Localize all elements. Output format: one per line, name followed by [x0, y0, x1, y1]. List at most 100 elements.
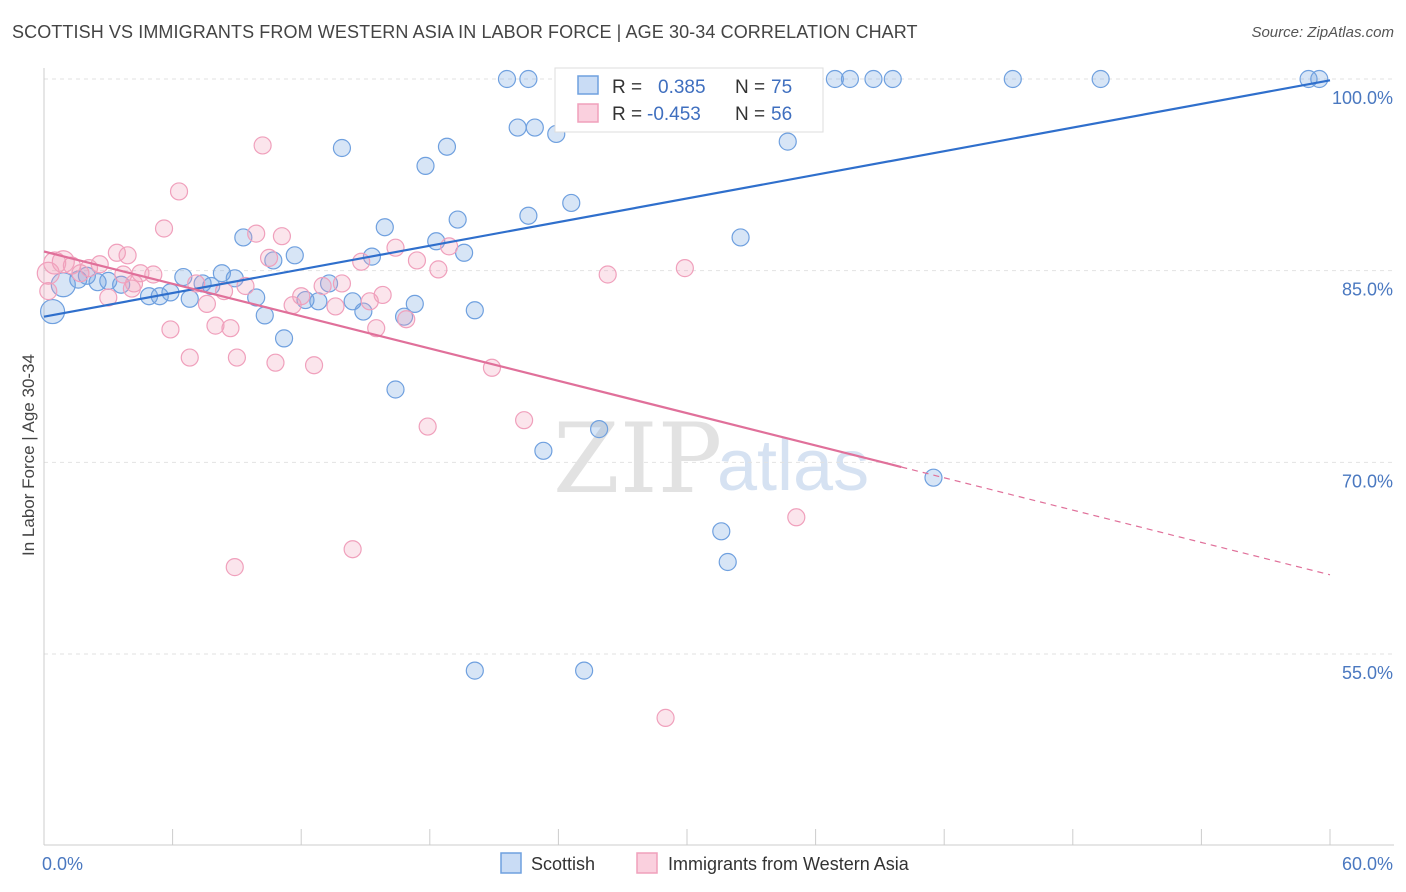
point-scottish — [590, 420, 609, 439]
point-scottish — [1003, 69, 1022, 89]
y-tick-label: 85.0% — [1342, 280, 1393, 300]
point-western-asia — [259, 248, 279, 267]
point-scottish — [437, 137, 457, 156]
point-western-asia — [197, 294, 216, 313]
point-western-asia — [675, 259, 694, 278]
point-western-asia — [227, 348, 246, 367]
point-scottish — [416, 156, 435, 175]
point-western-asia — [51, 250, 75, 274]
stats-swatch-western-asia — [577, 103, 599, 123]
point-western-asia — [313, 276, 332, 296]
point-scottish — [519, 206, 538, 225]
legend: Scottish Immigrants from Western Asia — [500, 852, 910, 874]
point-western-asia — [373, 285, 392, 305]
legend-swatch-western-asia — [636, 852, 658, 874]
stats-box: R = 0.385 N = 75 R = -0.453 N = 56 — [554, 67, 824, 133]
point-western-asia — [332, 274, 352, 293]
point-scottish — [883, 69, 902, 89]
legend-label-western-asia: Immigrants from Western Asia — [668, 854, 910, 874]
point-western-asia — [107, 243, 126, 262]
point-scottish — [309, 292, 328, 311]
source-credit: Source: ZipAtlas.com — [1251, 24, 1394, 41]
point-western-asia — [266, 353, 285, 372]
point-western-asia — [225, 558, 244, 577]
point-scottish — [519, 69, 538, 89]
point-scottish — [274, 329, 294, 348]
point-western-asia — [253, 136, 272, 155]
point-western-asia — [515, 411, 534, 430]
point-western-asia — [71, 264, 90, 283]
point-western-asia — [326, 297, 345, 316]
point-scottish — [731, 228, 750, 247]
stats-n-label-1: N = — [735, 77, 765, 98]
trend-lines — [43, 79, 1331, 576]
trend-line-scottish — [43, 79, 1331, 318]
watermark-atlas: atlas — [717, 426, 869, 506]
point-scottish — [465, 301, 484, 320]
stats-r-value-1: 0.385 — [658, 77, 706, 98]
point-scottish — [405, 294, 424, 313]
stats-n-value-1: 75 — [771, 77, 792, 98]
point-western-asia — [154, 219, 174, 238]
point-scottish — [465, 661, 484, 680]
point-western-asia — [221, 319, 240, 338]
stats-r-label-2: R = — [612, 104, 642, 125]
point-scottish — [332, 138, 352, 158]
point-scottish — [508, 118, 527, 137]
trend-line-western-asia — [43, 250, 902, 469]
point-scottish — [1091, 69, 1110, 89]
point-scottish — [575, 661, 594, 680]
point-scottish — [39, 298, 66, 325]
trend-line-extension — [901, 466, 1331, 576]
point-western-asia — [169, 182, 189, 201]
y-axis-label: In Labor Force | Age 30-34 — [19, 354, 38, 556]
point-scottish — [394, 307, 414, 326]
point-scottish — [840, 69, 859, 89]
axes — [43, 68, 1394, 846]
point-western-asia — [418, 417, 437, 436]
point-scottish — [497, 69, 517, 89]
point-scottish — [825, 69, 844, 89]
gridlines — [44, 78, 1394, 655]
point-western-asia — [124, 274, 144, 293]
point-western-asia — [429, 260, 448, 279]
point-western-asia — [656, 708, 675, 727]
point-western-asia — [367, 319, 386, 338]
y-tick-label: 70.0% — [1342, 471, 1393, 491]
point-scottish — [386, 380, 405, 399]
point-western-asia — [206, 316, 225, 335]
point-western-asia — [236, 276, 255, 296]
point-western-asia — [118, 246, 137, 265]
point-western-asia — [247, 224, 266, 243]
point-western-asia — [343, 540, 362, 559]
point-western-asia — [180, 348, 199, 367]
point-scottish — [924, 468, 943, 487]
point-western-asia — [304, 356, 324, 375]
point-scottish — [285, 246, 304, 265]
y-tick-labels: 100.0% 85.0% 70.0% 55.0% — [1332, 88, 1393, 683]
chart-title: SCOTTISH VS IMMIGRANTS FROM WESTERN ASIA… — [12, 22, 918, 42]
point-scottish — [778, 132, 797, 151]
point-scottish — [718, 552, 737, 572]
point-scottish — [534, 441, 553, 460]
point-western-asia — [99, 288, 118, 307]
point-scottish — [1310, 69, 1329, 89]
point-scottish — [247, 288, 266, 307]
point-western-asia — [292, 287, 311, 306]
point-western-asia — [161, 320, 180, 339]
point-scottish — [712, 522, 731, 541]
point-western-asia — [787, 508, 806, 527]
stats-n-label-2: N = — [735, 104, 765, 125]
point-scottish — [562, 193, 581, 213]
x-tick-label: 0.0% — [42, 854, 83, 874]
stats-swatch-scottish — [577, 75, 599, 95]
point-scottish — [375, 218, 394, 237]
stats-r-value-2: -0.453 — [647, 104, 701, 125]
stats-r-label-1: R = — [612, 77, 642, 98]
point-western-asia — [43, 251, 67, 275]
point-scottish — [864, 69, 883, 89]
watermark-zip: ZIP — [553, 403, 722, 515]
point-western-asia — [352, 252, 371, 271]
x-tick-label: 60.0% — [1342, 854, 1393, 874]
